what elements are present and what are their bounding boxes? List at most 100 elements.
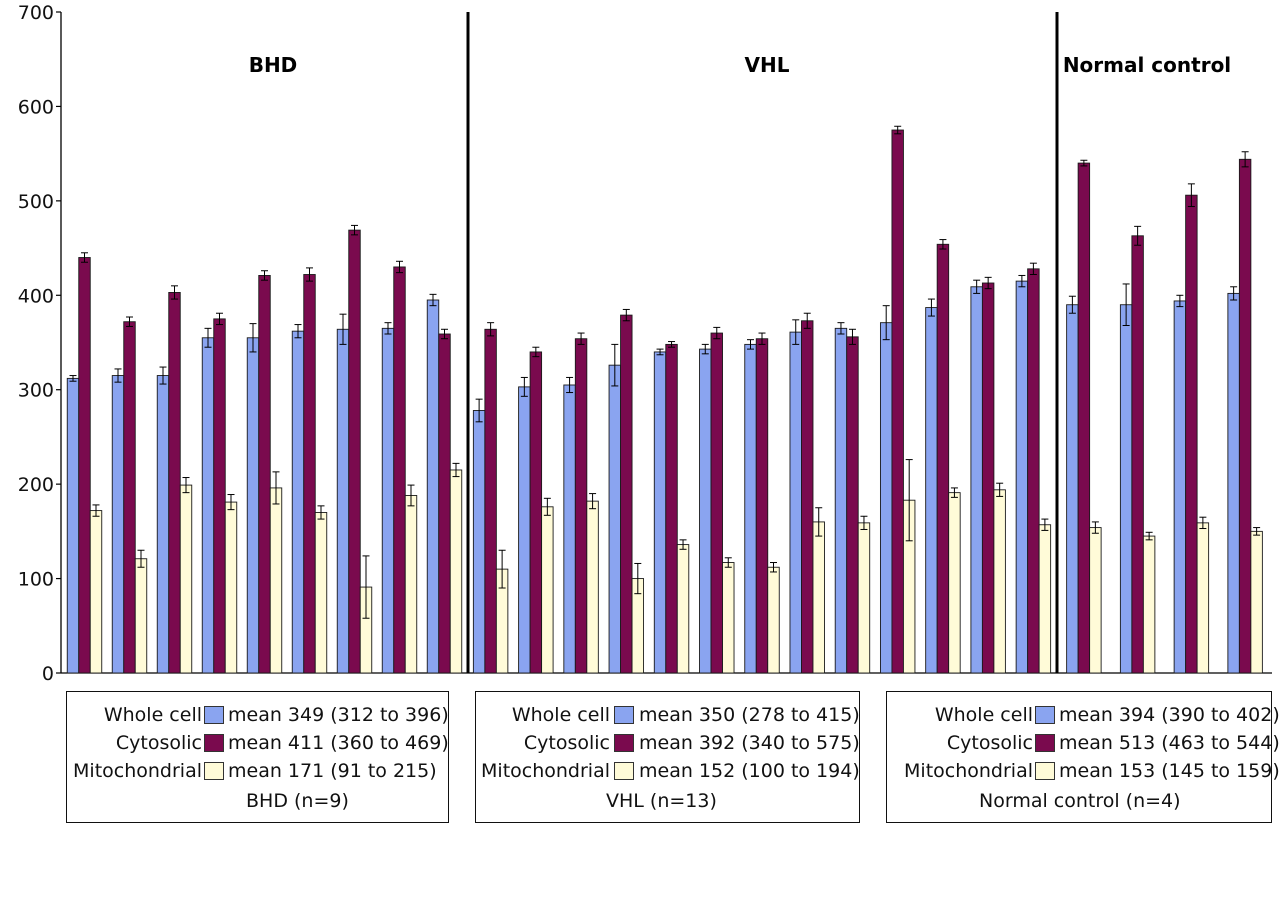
legend-label-whole-cell: Whole cell xyxy=(934,704,1033,726)
bar-cytosolic xyxy=(393,266,406,674)
bar-cytosolic xyxy=(258,275,271,674)
legend-group-label: VHL (n=13) xyxy=(606,790,717,812)
bar-cytosolic xyxy=(981,282,995,674)
legend-label-cytosolic: Cytosolic xyxy=(946,732,1033,754)
bar-mitochondrial xyxy=(948,492,961,674)
bar-cytosolic xyxy=(710,332,723,674)
bar-cytosolic xyxy=(620,314,633,674)
legend-swatch-mitochondrial xyxy=(204,762,224,780)
bar-whole-cell xyxy=(426,299,440,674)
bar-mitochondrial xyxy=(179,484,193,674)
legend-swatch-mitochondrial xyxy=(614,762,634,780)
legend-group-label: BHD (n=9) xyxy=(246,790,349,812)
legend-text-mitochondrial: mean 152 (100 to 194) xyxy=(639,760,860,782)
legend-text-cytosolic: mean 513 (463 to 544) xyxy=(1059,732,1280,754)
bar-whole-cell xyxy=(201,337,215,674)
legend-group-label: Normal control (n=4) xyxy=(979,790,1181,812)
bar-cytosolic xyxy=(484,328,497,674)
y-tick-label: 0 xyxy=(42,663,54,685)
bar-cytosolic xyxy=(303,274,316,674)
y-tick-label: 600 xyxy=(18,96,54,118)
bar-mitochondrial xyxy=(586,500,599,674)
legend-label-whole-cell: Whole cell xyxy=(511,704,610,726)
bar-whole-cell xyxy=(381,327,395,674)
bar-cytosolic xyxy=(1077,162,1091,674)
y-tick-label: 300 xyxy=(18,380,54,402)
legend-label-whole-cell: Whole cell xyxy=(103,704,202,726)
bar-mitochondrial xyxy=(404,495,418,674)
group-title: Normal control xyxy=(1063,53,1231,77)
group-title: VHL xyxy=(745,53,790,77)
legend-text-cytosolic: mean 392 (340 to 575) xyxy=(639,732,860,754)
bar-cytosolic xyxy=(846,336,859,674)
bar-whole-cell xyxy=(1066,304,1079,674)
legend-label-cytosolic: Cytosolic xyxy=(523,732,610,754)
bar-cytosolic xyxy=(891,129,904,674)
bar-whole-cell xyxy=(336,328,350,674)
bar-whole-cell xyxy=(970,286,983,674)
legend-label-mitochondrial: Mitochondrial xyxy=(481,760,610,782)
bar-whole-cell xyxy=(608,364,622,674)
bar-whole-cell xyxy=(653,351,667,674)
bar-cytosolic xyxy=(665,343,678,674)
bar-cytosolic xyxy=(755,338,769,674)
legend-text-mitochondrial: mean 153 (145 to 159) xyxy=(1059,760,1280,782)
bar-cytosolic xyxy=(1131,235,1144,674)
bar-cytosolic xyxy=(438,333,451,674)
legend-vhl: Whole cell mean 350 (278 to 415) Cytosol… xyxy=(475,691,860,823)
legend-normal-control: Whole cell mean 394 (390 to 402) Cytosol… xyxy=(886,691,1280,823)
bar-whole-cell xyxy=(291,330,305,674)
bar-whole-cell xyxy=(1227,292,1240,674)
bar-mitochondrial xyxy=(134,558,148,674)
legend-swatch-whole-cell xyxy=(614,706,634,724)
bar-mitochondrial xyxy=(1142,535,1156,674)
bar-mitochondrial xyxy=(722,562,735,674)
y-tick-label: 100 xyxy=(18,569,54,591)
y-tick-label: 500 xyxy=(18,191,54,213)
bar-cytosolic xyxy=(801,320,814,674)
bar-whole-cell xyxy=(1173,300,1187,674)
legend-text-whole-cell: mean 350 (278 to 415) xyxy=(639,704,860,726)
bar-whole-cell xyxy=(518,386,531,674)
bar-mitochondrial xyxy=(1250,530,1263,674)
bar-cytosolic xyxy=(213,318,226,674)
bar-whole-cell xyxy=(789,331,802,674)
legend-label-cytosolic: Cytosolic xyxy=(115,732,202,754)
bar-cytosolic xyxy=(1238,158,1252,674)
legend-swatch-cytosolic xyxy=(614,734,634,752)
bar-whole-cell xyxy=(879,322,893,674)
legend-label-mitochondrial: Mitochondrial xyxy=(904,760,1033,782)
legend-bhd: Whole cell mean 349 (312 to 396) Cytosol… xyxy=(66,691,449,823)
bar-whole-cell xyxy=(472,410,486,674)
bar-cytosolic xyxy=(123,321,136,674)
y-tick-label: 700 xyxy=(18,2,54,24)
bar-cytosolic xyxy=(168,292,181,674)
bar-mitochondrial xyxy=(541,506,554,674)
legend-label-mitochondrial: Mitochondrial xyxy=(73,760,202,782)
bar-whole-cell xyxy=(111,375,125,674)
bar-mitochondrial xyxy=(993,489,1006,674)
bar-whole-cell xyxy=(156,375,170,674)
bar-whole-cell xyxy=(1015,280,1029,674)
legend-text-whole-cell: mean 394 (390 to 402) xyxy=(1059,704,1280,726)
bar-whole-cell xyxy=(744,343,757,674)
legend-text-cytosolic: mean 411 (360 to 469) xyxy=(228,732,449,754)
bar-cytosolic xyxy=(348,229,361,674)
bar-mitochondrial xyxy=(812,521,825,674)
legend-text-mitochondrial: mean 171 (91 to 215) xyxy=(228,760,437,782)
group-title: BHD xyxy=(249,53,298,77)
bar-mitochondrial xyxy=(767,566,780,674)
y-tick-label: 400 xyxy=(18,285,54,307)
legend-swatch-whole-cell xyxy=(204,706,224,724)
bar-whole-cell xyxy=(925,307,938,674)
bar-whole-cell xyxy=(834,327,848,674)
bar-cytosolic xyxy=(1185,194,1198,674)
bar-whole-cell xyxy=(699,348,712,674)
legend-swatch-cytosolic xyxy=(1035,734,1055,752)
bar-cytosolic xyxy=(574,338,588,674)
bar-mitochondrial xyxy=(676,544,690,674)
bar-cytosolic xyxy=(936,243,950,674)
bar-mitochondrial xyxy=(224,501,238,674)
bar-mitochondrial xyxy=(449,469,463,674)
